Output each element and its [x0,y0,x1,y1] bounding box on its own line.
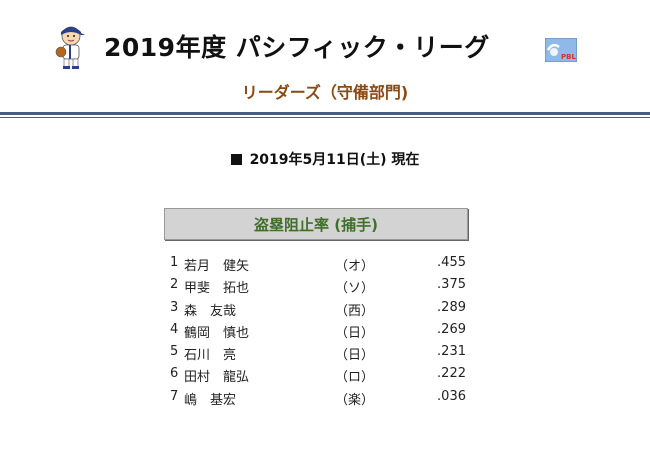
as-of-date-text: 2019年5月11日(土) 現在 [249,152,420,168]
leader-rank: 7 [170,388,179,404]
leader-team: （西） [335,303,375,319]
leader-name: 石川 亮 [184,348,237,364]
page-header: 2019年度 パシフィック・リーグ PBL リーダーズ（守備部門) [0,0,650,110]
leader-team: （日） [335,325,375,341]
leader-rank: 2 [170,277,179,293]
leader-value: .222 [437,366,466,382]
leader-row: 5 石川 亮 （日） .231 [170,342,470,364]
leader-name: 若月 健矢 [184,259,250,274]
leader-row: 7 嶋 基宏 （楽） .036 [170,387,470,409]
category-heading: 盗塁阻止率 (捕手) [164,208,468,240]
leader-row: 3 森 友哉 （西） .289 [170,298,470,320]
leader-value: .375 [437,277,466,293]
leader-rank: 6 [170,366,179,382]
leader-row: 2 甲斐 拓也 （ソ） .375 [170,275,470,297]
page-subtitle: リーダーズ（守備部門) [241,83,409,102]
pbl-logo-icon: PBL [545,38,577,62]
leader-rank: 3 [170,299,179,315]
leaders-list: 1 若月 健矢 （オ） .455 2 甲斐 拓也 （ソ） .375 3 森 友哉… [170,253,470,409]
pbl-logo-text: PBL [561,53,576,61]
as-of-date: 2019年5月11日(土) 現在 [0,149,650,169]
leader-rank: 1 [170,255,179,270]
leader-team: （ロ） [335,370,375,386]
leader-name: 鶴岡 慎也 [184,325,250,341]
leader-name: 森 友哉 [184,303,237,319]
leader-name: 甲斐 拓也 [184,281,250,297]
header-divider-thick [0,112,650,115]
leader-rank: 4 [170,321,179,337]
baseball-player-mascot-icon [55,26,85,69]
leader-value: .231 [437,344,466,360]
square-bullet-icon [230,154,242,165]
header-divider-thin [0,117,650,118]
leader-team: （ソ） [335,281,375,297]
leader-team: （オ） [335,259,375,274]
leader-value: .036 [437,388,466,404]
leader-name: 田村 龍弘 [184,370,250,386]
leader-name: 嶋 基宏 [184,392,237,408]
leader-team: （日） [335,348,375,364]
leader-team: （楽） [335,392,375,408]
leader-value: .269 [437,321,466,337]
leader-rank: 5 [170,344,179,360]
leader-value: .289 [437,299,466,315]
leader-row: 6 田村 龍弘 （ロ） .222 [170,364,470,386]
leader-row: 4 鶴岡 慎也 （日） .269 [170,320,470,342]
leader-value: .455 [437,255,466,270]
page-title: 2019年度 パシフィック・リーグ [104,33,490,62]
leader-row: 1 若月 健矢 （オ） .455 [170,253,470,275]
